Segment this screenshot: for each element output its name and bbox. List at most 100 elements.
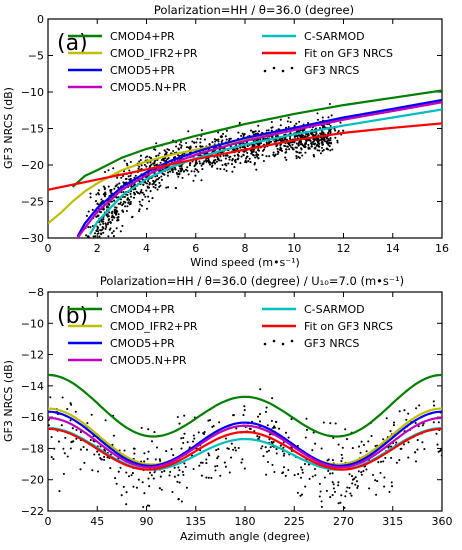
scatter-point	[276, 147, 279, 150]
scatter-point	[145, 165, 148, 168]
scatter-point	[329, 422, 332, 425]
scatter-point	[351, 447, 354, 450]
scatter-point	[163, 173, 166, 176]
scatter-point	[219, 167, 222, 171]
legend-dot	[263, 342, 267, 346]
scatter-point	[295, 155, 298, 158]
scatter-point	[103, 188, 106, 191]
scatter-point	[360, 473, 363, 476]
scatter-point	[337, 129, 340, 133]
scatter-point	[304, 135, 307, 138]
scatter-point	[297, 473, 300, 476]
x-tick-label: 2	[94, 242, 101, 255]
scatter-point	[300, 466, 303, 469]
scatter-point	[354, 483, 357, 486]
scatter-point	[86, 255, 88, 257]
scatter-point	[255, 168, 258, 171]
scatter-point	[57, 440, 61, 443]
scatter-point	[217, 131, 220, 134]
scatter-point	[125, 177, 128, 180]
scatter-point	[104, 191, 107, 194]
scatter-point	[79, 468, 82, 471]
scatter-point	[270, 120, 273, 124]
scatter-point	[141, 198, 144, 201]
scatter-point	[158, 152, 161, 155]
scatter-point	[332, 487, 335, 490]
scatter-point	[251, 153, 254, 156]
scatter-point	[101, 243, 103, 245]
scatter-point	[82, 446, 85, 449]
scatter-point	[103, 458, 106, 461]
scatter-point	[153, 160, 156, 163]
scatter-point	[246, 151, 249, 154]
scatter-point	[103, 195, 107, 198]
scatter-point	[237, 131, 240, 134]
scatter-point	[107, 221, 110, 224]
scatter-point	[238, 121, 241, 124]
scatter-point	[112, 167, 115, 170]
scatter-point	[246, 145, 249, 148]
scatter-point	[129, 195, 133, 198]
scatter-point	[166, 174, 169, 177]
scatter-point	[353, 477, 356, 480]
scatter-point	[299, 151, 302, 154]
scatter-point	[402, 443, 406, 446]
scatter-point	[341, 446, 344, 449]
scatter-point	[258, 130, 261, 133]
scatter-point	[297, 143, 300, 147]
scatter-point	[93, 453, 96, 456]
scatter-point	[282, 466, 286, 469]
scatter-point	[228, 471, 231, 474]
scatter-point	[172, 454, 175, 457]
scatter-point	[305, 140, 308, 143]
scatter-point	[70, 403, 73, 406]
scatter-point	[264, 446, 267, 449]
scatter-point	[328, 145, 331, 148]
scatter-point	[60, 424, 63, 427]
legend-item: CMOD5+PR	[68, 337, 175, 350]
scatter-point	[183, 432, 186, 435]
scatter-point	[280, 149, 284, 152]
scatter-point	[255, 154, 258, 157]
scatter-point	[148, 164, 151, 168]
scatter-point	[320, 447, 323, 450]
scatter-point	[101, 250, 103, 252]
scatter-point	[329, 124, 332, 127]
scatter-point	[390, 456, 393, 459]
scatter-point	[266, 424, 269, 427]
scatter-point	[107, 235, 110, 238]
scatter-point	[145, 182, 149, 185]
scatter-point	[202, 161, 205, 165]
y-tick-label: −20	[21, 474, 44, 487]
scatter-point	[344, 428, 347, 431]
x-tick-label: 0	[45, 515, 52, 528]
scatter-point	[106, 223, 109, 226]
legend-label: C-SARMOD	[304, 30, 365, 43]
scatter-point	[125, 471, 128, 474]
scatter-point	[342, 129, 345, 132]
scatter-point	[367, 440, 370, 443]
ylabel-a: GF3 NRCS (dB)	[2, 87, 15, 169]
scatter-point	[322, 136, 326, 139]
scatter-point	[255, 151, 258, 154]
legend-item: CMOD5+PR	[68, 64, 175, 77]
scatter-point	[165, 151, 168, 154]
scatter-point	[300, 147, 303, 150]
scatter-point	[62, 447, 65, 450]
scatter-point	[318, 142, 321, 145]
scatter-point	[48, 424, 50, 427]
scatter-point	[156, 188, 159, 191]
scatter-point	[330, 114, 333, 117]
scatter-point	[89, 196, 92, 199]
scatter-point	[282, 454, 285, 457]
scatter-point	[100, 219, 103, 222]
legend-label: GF3 NRCS	[304, 64, 359, 77]
scatter-point	[305, 417, 308, 420]
scatter-point	[122, 200, 126, 203]
series-line-c-sarmod	[88, 108, 442, 235]
scatter-point	[119, 230, 122, 233]
scatter-point	[128, 169, 131, 172]
scatter-point	[272, 153, 275, 156]
scatter-point	[273, 470, 276, 474]
scatter-point	[274, 135, 278, 138]
